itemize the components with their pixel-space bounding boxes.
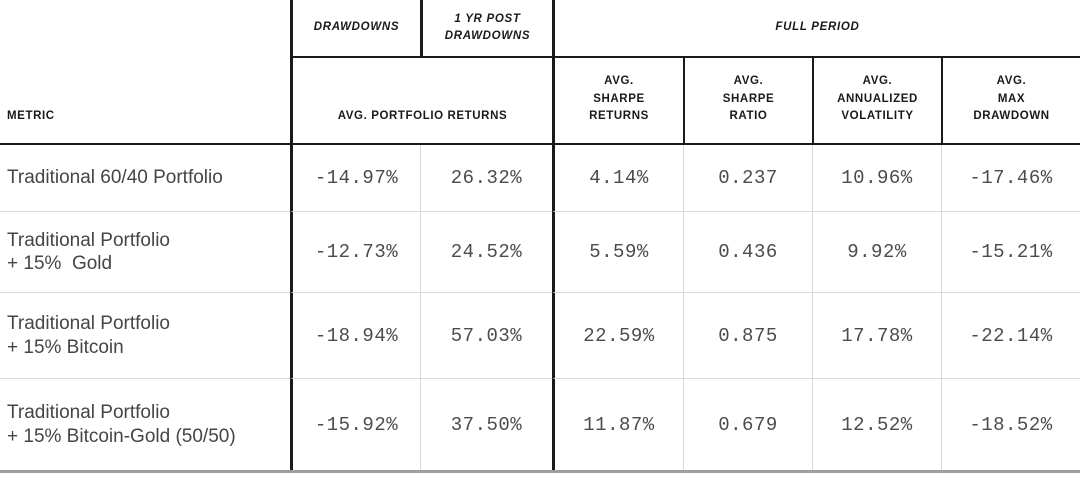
col-header-sharpe-returns-label: AVG. SHARPE RETURNS <box>589 75 649 122</box>
table-row-metric: Traditional Portfolio + 15% Bitcoin-Gold… <box>0 378 290 470</box>
table-cell: 5.59% <box>552 211 683 292</box>
group-header-spacer <box>0 0 290 58</box>
col-header-sharpe-ratio: AVG. SHARPE RATIO <box>683 58 812 145</box>
table-cell: 4.14% <box>552 145 683 211</box>
cell-value: -22.14% <box>969 324 1053 347</box>
metric-label: Traditional 60/40 Portfolio <box>7 167 223 189</box>
col-header-portfolio-returns-label: AVG. PORTFOLIO RETURNS <box>337 109 508 122</box>
table-row-metric: Traditional 60/40 Portfolio <box>0 145 290 211</box>
table-cell: 0.679 <box>683 378 812 470</box>
cell-value: 22.59% <box>583 324 655 347</box>
cell-value: 11.87% <box>583 413 655 436</box>
col-header-portfolio-returns: AVG. PORTFOLIO RETURNS <box>290 58 552 145</box>
cell-value: -18.94% <box>314 324 399 347</box>
group-header-drawdowns: DRAWDOWNS <box>290 0 420 58</box>
table-cell: 57.03% <box>420 292 552 378</box>
table-cell: 17.78% <box>812 292 941 378</box>
col-header-sharpe-returns: AVG. SHARPE RETURNS <box>552 58 683 145</box>
table-cell: -18.52% <box>941 378 1080 470</box>
table-cell: 22.59% <box>552 292 683 378</box>
cell-value: -15.92% <box>314 413 399 436</box>
table-cell: -12.73% <box>290 211 420 292</box>
cell-value: -17.46% <box>969 167 1053 189</box>
cell-value: -12.73% <box>314 241 399 263</box>
cell-value: 12.52% <box>841 413 913 436</box>
table-cell: 26.32% <box>420 145 552 211</box>
col-header-annualized-volatility-label: AVG. ANNUALIZED VOLATILITY <box>837 75 918 122</box>
table-cell: -18.94% <box>290 292 420 378</box>
col-header-metric: METRIC <box>0 58 290 145</box>
table-cell: 11.87% <box>552 378 683 470</box>
table-cell: 0.436 <box>683 211 812 292</box>
table-cell: 0.237 <box>683 145 812 211</box>
cell-value: 26.32% <box>450 167 523 189</box>
table-cell: 37.50% <box>420 378 552 470</box>
table-cell: 0.875 <box>683 292 812 378</box>
col-header-max-drawdown: AVG. MAX DRAWDOWN <box>941 58 1080 145</box>
group-header-full-period-label: FULL PERIOD <box>775 21 860 34</box>
metric-label: Traditional Portfolio + 15% Gold <box>7 229 170 274</box>
col-header-metric-label: METRIC <box>7 109 55 122</box>
table-cell: -22.14% <box>941 292 1080 378</box>
table-cell: 12.52% <box>812 378 941 470</box>
table-cell: -15.92% <box>290 378 420 470</box>
cell-value: 0.237 <box>718 167 778 189</box>
cell-value: 57.03% <box>450 324 523 347</box>
cell-value: 10.96% <box>841 167 913 189</box>
cell-value: -14.97% <box>314 167 399 189</box>
group-header-full-period: FULL PERIOD <box>552 0 1080 58</box>
metric-label: Traditional Portfolio + 15% Bitcoin <box>7 313 170 358</box>
table-row-metric: Traditional Portfolio + 15% Bitcoin <box>0 292 290 378</box>
group-header-1yr-post-drawdowns: 1 YR POST DRAWDOWNS <box>420 0 552 58</box>
cell-value: -15.21% <box>969 241 1053 263</box>
col-header-sharpe-ratio-label: AVG. SHARPE RATIO <box>722 75 775 122</box>
cell-value: 24.52% <box>450 241 523 263</box>
cell-value: 5.59% <box>589 241 649 263</box>
cell-value: 17.78% <box>841 324 913 347</box>
table-cell: -17.46% <box>941 145 1080 211</box>
group-header-drawdowns-label: DRAWDOWNS <box>313 21 400 34</box>
group-header-1yr-post-drawdowns-label: 1 YR POST DRAWDOWNS <box>444 12 531 42</box>
col-header-max-drawdown-label: AVG. MAX DRAWDOWN <box>973 75 1050 122</box>
cell-value: 0.436 <box>718 241 778 263</box>
table-cell: 10.96% <box>812 145 941 211</box>
table-row-metric: Traditional Portfolio + 15% Gold <box>0 211 290 292</box>
metric-label: Traditional Portfolio + 15% Bitcoin-Gold… <box>7 402 236 447</box>
cell-value: 9.92% <box>847 241 907 263</box>
cell-value: -18.52% <box>969 413 1053 436</box>
cell-value: 37.50% <box>450 413 523 436</box>
table-cell: -15.21% <box>941 211 1080 292</box>
portfolio-comparison-table: DRAWDOWNS 1 YR POST DRAWDOWNS FULL PERIO… <box>0 0 1080 473</box>
cell-value: 0.875 <box>718 324 778 347</box>
col-header-annualized-volatility: AVG. ANNUALIZED VOLATILITY <box>812 58 941 145</box>
table-cell: 9.92% <box>812 211 941 292</box>
table-cell: 24.52% <box>420 211 552 292</box>
cell-value: 4.14% <box>589 167 649 189</box>
cell-value: 0.679 <box>718 413 778 436</box>
table-cell: -14.97% <box>290 145 420 211</box>
